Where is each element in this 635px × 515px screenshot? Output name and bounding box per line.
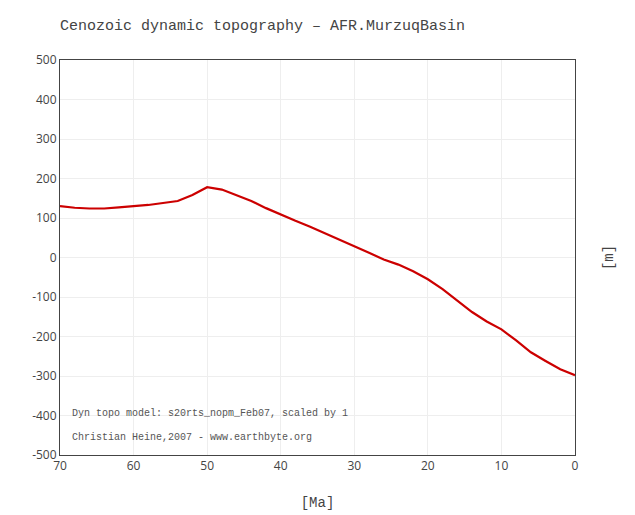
svg-text:60: 60 [127, 457, 141, 474]
svg-text:Dyn topo model: s20rts_nopm_Fe: Dyn topo model: s20rts_nopm_Feb07, scale… [72, 408, 348, 419]
svg-text:-500: -500 [32, 446, 57, 463]
svg-text:30: 30 [347, 457, 361, 474]
svg-text:-400: -400 [32, 407, 57, 424]
svg-text:20: 20 [421, 457, 435, 474]
svg-text:100: 100 [36, 209, 57, 226]
svg-text:-200: -200 [32, 328, 57, 345]
svg-text:70: 70 [53, 457, 67, 474]
svg-text:[m]: [m] [601, 245, 617, 270]
svg-text:Cenozoic dynamic topography –: Cenozoic dynamic topography – AFR.Murzuq… [60, 18, 465, 35]
svg-text:Christian Heine,2007 - www.ear: Christian Heine,2007 - www.earthbyte.org [72, 432, 312, 443]
svg-text:-100: -100 [32, 288, 57, 305]
svg-text:50: 50 [200, 457, 214, 474]
svg-text:300: 300 [36, 130, 57, 147]
svg-text:500: 500 [36, 51, 57, 68]
svg-text:[Ma]: [Ma] [301, 495, 335, 511]
svg-text:10: 10 [495, 457, 509, 474]
svg-text:-300: -300 [32, 367, 57, 384]
svg-text:40: 40 [274, 457, 288, 474]
svg-text:400: 400 [36, 91, 57, 108]
svg-text:0: 0 [50, 249, 57, 266]
svg-text:200: 200 [36, 170, 57, 187]
svg-text:0: 0 [572, 457, 579, 474]
